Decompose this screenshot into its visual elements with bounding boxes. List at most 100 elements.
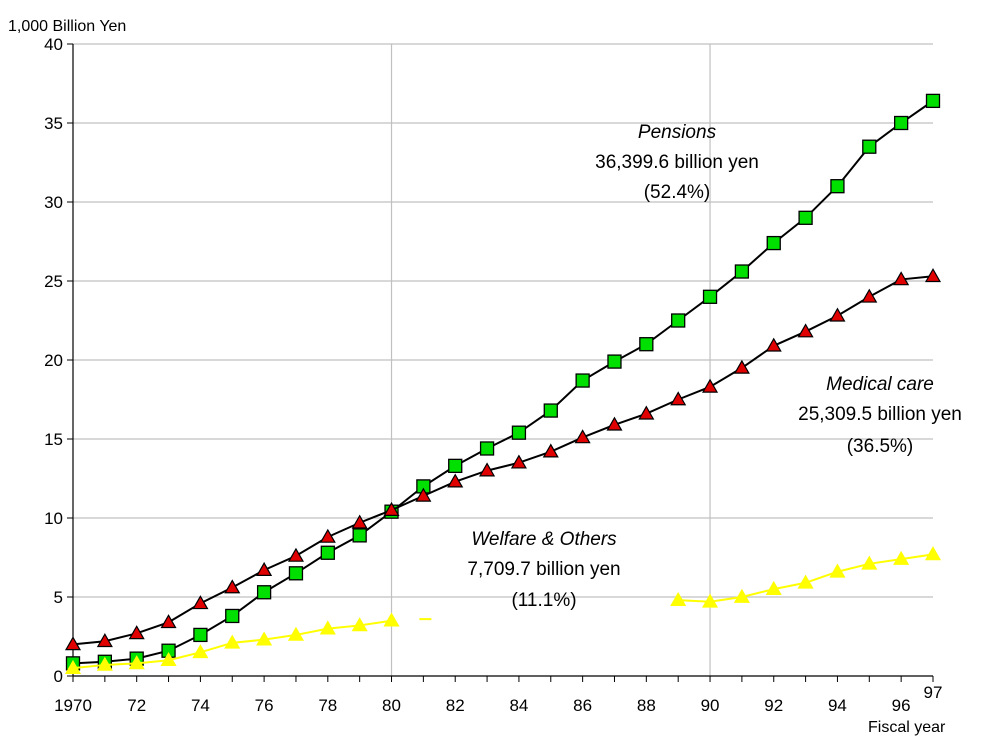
data-point-welfare-others xyxy=(670,591,687,607)
data-point-medical-care xyxy=(606,416,623,431)
data-point-medical-care xyxy=(192,595,209,610)
data-point-medical-care xyxy=(256,561,273,576)
annotation-medical-care-amount: 25,309.5 billion yen xyxy=(798,404,962,425)
annotation-medical-care: Medical care 25,309.5 billion yen (36.5%… xyxy=(798,374,962,457)
annotation-medical-care-name: Medical care xyxy=(826,374,934,395)
y-tick-label: 20 xyxy=(44,351,63,370)
annotation-welfare-others-amount: 7,709.7 billion yen xyxy=(467,559,620,580)
data-point-welfare-others xyxy=(765,580,782,595)
x-axis-title: Fiscal year xyxy=(868,719,946,736)
data-point-medical-care xyxy=(702,378,719,393)
data-point-pensions xyxy=(193,627,208,643)
data-point-welfare-others xyxy=(383,612,400,627)
series-layer xyxy=(64,93,942,674)
x-tick-label: 90 xyxy=(701,696,720,715)
annotation-pensions: Pensions 36,399.6 billion yen (52.4%) xyxy=(595,122,759,203)
data-point-welfare-others xyxy=(224,634,241,649)
annotation-welfare-others-share: (11.1%) xyxy=(511,590,576,611)
data-point-pensions xyxy=(543,403,558,418)
data-point-pensions xyxy=(288,566,304,581)
axes: 0 5 10 15 20 25 30 35 40 1970 72 74 76 78 80 82 84 86 88 90… xyxy=(44,35,942,715)
data-point-pensions xyxy=(830,179,845,194)
series-welfare-others xyxy=(64,546,942,674)
data-point-medical-care xyxy=(383,501,400,516)
data-point-welfare-others xyxy=(829,563,846,578)
y-tick-label: 40 xyxy=(44,35,63,54)
y-tick-label: 35 xyxy=(44,114,63,133)
data-point-medical-care xyxy=(415,487,432,502)
x-tick-label: 1970 xyxy=(54,696,92,715)
annotation-pensions-name: Pensions xyxy=(638,122,717,143)
data-point-pensions xyxy=(607,354,622,369)
x-tick-label: 97 xyxy=(924,683,943,702)
data-point-medical-care xyxy=(542,443,559,458)
data-point-pensions xyxy=(225,608,240,624)
y-tick-label: 25 xyxy=(44,272,63,291)
data-point-medical-care xyxy=(638,405,655,420)
x-tick-label: 96 xyxy=(892,696,911,715)
data-point-medical-care xyxy=(733,359,750,374)
data-point-pensions xyxy=(511,425,527,440)
data-point-pensions xyxy=(798,210,813,225)
data-point-welfare-others xyxy=(351,617,368,632)
x-tick-label: 88 xyxy=(637,696,656,715)
grid xyxy=(73,43,933,676)
annotation-medical-care-share: (36.5%) xyxy=(847,436,914,457)
annotation-pensions-share: (52.4%) xyxy=(644,182,711,203)
data-point-pensions xyxy=(862,139,877,154)
x-tick-label: 92 xyxy=(764,696,783,715)
data-point-pensions xyxy=(702,289,718,304)
data-point-welfare-others xyxy=(702,593,719,608)
data-point-pensions xyxy=(479,441,495,456)
y-tick-label: 10 xyxy=(44,509,63,528)
data-point-welfare-others xyxy=(287,626,304,641)
series-pensions xyxy=(65,93,941,671)
annotation-welfare-others: Welfare & Others 7,709.7 billion yen (11… xyxy=(467,529,620,611)
y-tick-label: 30 xyxy=(44,193,63,212)
series-medical-care xyxy=(64,268,942,651)
y-tick-label: 5 xyxy=(54,588,63,607)
y-axis-title: 1,000 Billion Yen xyxy=(8,18,126,35)
annotations: Pensions 36,399.6 billion yen (52.4%) Me… xyxy=(467,122,961,611)
data-point-medical-care xyxy=(224,579,241,594)
annotation-welfare-others-name: Welfare & Others xyxy=(471,529,617,550)
data-point-pensions xyxy=(893,115,909,131)
x-tick-label: 78 xyxy=(318,696,337,715)
series-line-pensions xyxy=(72,100,934,665)
data-point-pensions xyxy=(352,528,367,543)
data-point-medical-care xyxy=(765,337,782,352)
data-point-welfare-others xyxy=(319,620,336,635)
data-point-medical-care xyxy=(160,614,177,629)
data-point-medical-care xyxy=(319,528,336,543)
data-point-medical-care xyxy=(351,514,368,529)
data-point-pensions xyxy=(734,264,750,279)
data-point-welfare-others xyxy=(128,655,145,670)
y-tick-label: 0 xyxy=(54,667,63,686)
data-point-welfare-others xyxy=(797,574,814,589)
x-tick-label: 84 xyxy=(509,696,528,715)
data-point-welfare-others xyxy=(733,588,750,603)
data-point-welfare-others xyxy=(192,644,209,659)
data-point-medical-care xyxy=(861,288,878,303)
data-point-welfare-others xyxy=(893,550,910,565)
data-point-pensions xyxy=(671,313,686,328)
data-point-medical-care xyxy=(479,462,496,477)
data-point-welfare-others xyxy=(160,651,177,667)
data-point-pensions xyxy=(320,545,335,560)
data-point-welfare-others xyxy=(64,659,82,674)
data-point-medical-care xyxy=(287,547,304,562)
data-point-welfare-others xyxy=(861,555,878,570)
data-point-medical-care xyxy=(829,307,846,322)
y-tick-label: 15 xyxy=(44,430,63,449)
series-line-medical-care xyxy=(72,275,934,646)
data-point-pensions xyxy=(575,373,590,388)
data-point-welfare-others xyxy=(256,631,273,646)
data-point-pensions xyxy=(925,93,941,109)
data-point-pensions xyxy=(256,585,272,600)
x-tick-label: 86 xyxy=(573,696,592,715)
x-tick-label: 94 xyxy=(828,696,847,715)
x-tick-label: 72 xyxy=(127,696,146,715)
x-tick-label: 76 xyxy=(255,696,274,715)
data-point-medical-care xyxy=(574,429,591,444)
